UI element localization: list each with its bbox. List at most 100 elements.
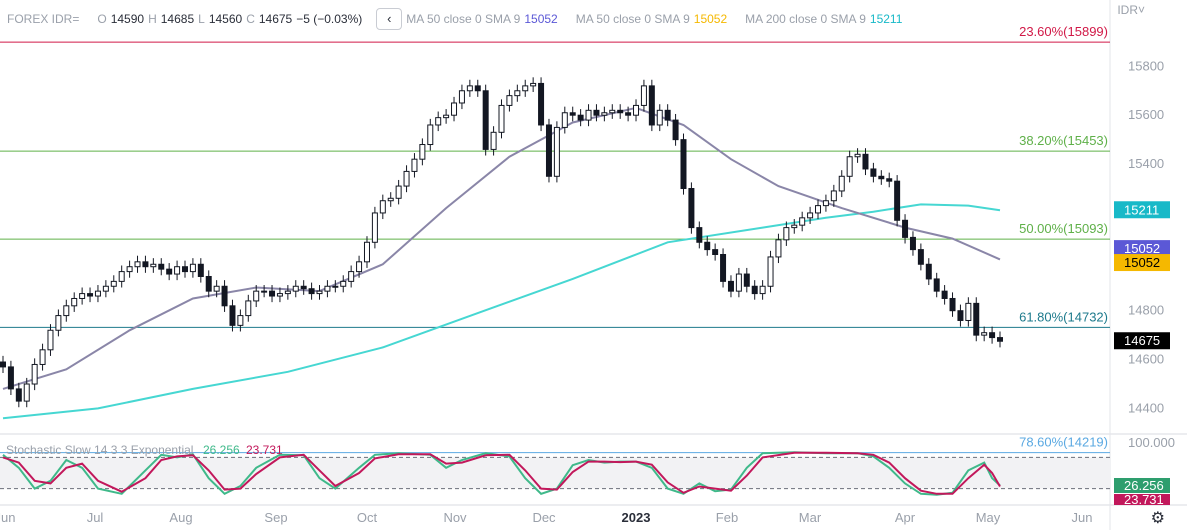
settings-gear-icon[interactable]: ⚙ [1150,510,1165,527]
candle-body [466,85,473,92]
candle-body [94,290,101,297]
candle-body [197,263,204,277]
x-tick-label: Nov [443,510,467,525]
price-tag-label: 15211 [1124,202,1159,217]
candle-body [949,297,956,312]
candle-body [490,131,497,150]
fib-level-label: 23.60%(15899) [1019,24,1108,39]
candle-body [379,200,386,214]
candle-body [506,95,513,106]
candle-body [308,288,315,295]
high-value: 14685 [160,11,195,26]
change-value: −5 (−0.03%) [296,11,363,26]
x-tick-label: Oct [357,510,378,525]
currency-selector-button[interactable]: IDR˅ [1117,3,1145,17]
candle-body [917,249,924,265]
ma50b-legend-value: 15052 [693,11,728,26]
candle-body [886,178,893,182]
candle-body [815,205,822,214]
candle-body [775,239,782,258]
candle-body [878,175,885,180]
candle-body [530,82,537,87]
candle-body [79,293,86,299]
candle-body [292,285,299,292]
stoch-k-tag [1114,478,1170,493]
candle-body [514,90,521,97]
x-tick-label: Jun [0,510,15,525]
candle-body [997,337,1003,342]
price-tag-box [1114,240,1170,258]
candle-body [71,297,78,307]
candle-body [126,266,133,273]
candle-body [791,224,798,229]
chart-legend: FOREX IDR= O 14590 H 14685 L 14560 C 14675 −… [0,0,1110,37]
candle-body [545,124,552,177]
candle-body [735,273,742,292]
candle-body [395,185,402,199]
candle-body [181,266,188,273]
stoch-d-tag-label: 23.731 [1124,492,1164,507]
candle-body [348,271,355,282]
candle-body [174,266,181,275]
candle-body [822,200,829,207]
candle-body [229,305,236,326]
stoch-k-line [2,451,1001,496]
candle-body [727,280,734,292]
fib-level-label: 61.80%(14732) [1019,309,1108,324]
candle-body [261,290,268,293]
candle-body [902,219,909,238]
candle-body [276,293,283,297]
candle-body [419,144,426,160]
fib-level-label: 50.00%(15093) [1019,221,1108,236]
candle-body [435,117,442,126]
price-tag-label: 14675 [1124,333,1160,348]
stoch-k-value: 26.256 [203,443,240,457]
candle-body [142,261,149,268]
high-label: H [148,11,157,26]
candle-body [23,383,30,402]
candle-body [332,285,339,288]
collapse-legend-button[interactable]: ‹ [376,7,403,30]
candle-body [846,156,853,177]
x-tick-label: Dec [532,510,556,525]
candle-body [569,112,576,116]
candle-body [324,285,331,292]
candle-body [759,285,766,295]
candle-body [609,109,616,114]
candle-body [965,302,972,321]
close-label: C [246,11,255,26]
x-tick-label: Apr [895,510,916,525]
candle-body [720,253,727,282]
candle-body [561,112,568,128]
x-tick-label: Sep [264,510,287,525]
candle-body [189,263,196,273]
candle-body [862,153,869,170]
candle-body [205,275,212,292]
candle-body [134,261,141,268]
y-tick-label: 14800 [1128,303,1164,318]
y-tick-label: 15600 [1128,107,1164,122]
candle-body [909,236,916,251]
stoch-k-tag-label: 26.256 [1124,478,1164,493]
open-label: O [97,11,107,26]
candle-body [411,158,418,172]
candle-body [0,361,6,368]
fib-level-label: 78.60%(14219) [1019,435,1108,450]
candle-body [47,329,54,351]
candle-body [664,109,671,121]
candle-body [783,227,790,241]
candle-body [704,241,711,251]
candle-body [31,363,38,385]
candle-body [854,153,861,158]
candle-body [751,285,758,295]
candle-body [237,315,244,326]
stoch-band [0,457,1110,489]
x-tick-label: Feb [716,510,738,525]
stoch-title: Stochastic Slow 14 3 3 Exponential [6,443,193,457]
stoch-d-tag [1114,494,1170,505]
ma200-line [2,203,1001,420]
candle-body [593,109,600,116]
candle-body [316,290,323,295]
candle-body [387,197,394,202]
